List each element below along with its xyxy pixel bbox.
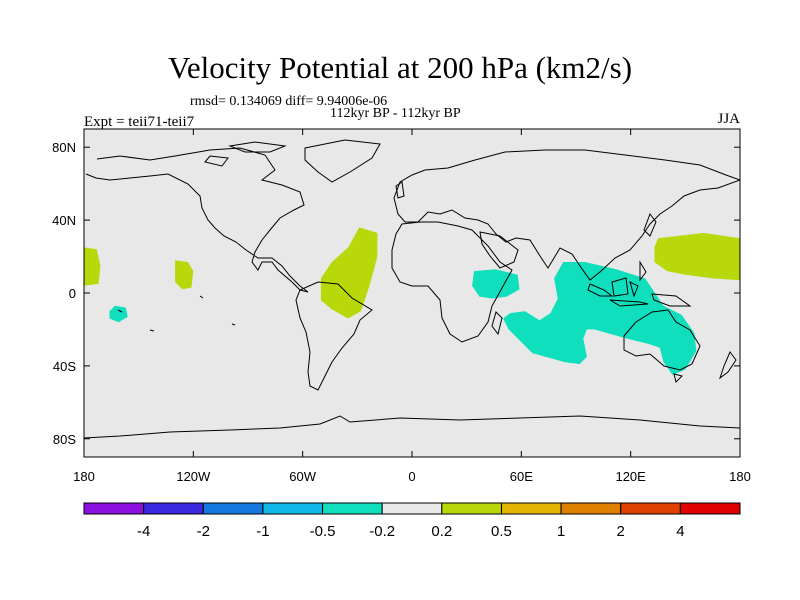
colorbar-label: -1 <box>256 523 269 540</box>
y-tick-label: 80S <box>53 432 76 447</box>
colorbar-swatch <box>322 502 383 515</box>
colorbar-swatch <box>202 502 264 515</box>
y-tick-label: 40N <box>52 213 76 228</box>
x-tick-label: 120E <box>615 469 646 484</box>
colorbar-swatch <box>679 502 741 515</box>
x-tick-label: 180 <box>729 469 751 484</box>
positive-anomaly-region-2 <box>175 260 194 290</box>
colorbar-label: -4 <box>137 523 150 540</box>
colorbar-label: -0.2 <box>369 523 395 540</box>
colorbar-swatch <box>500 502 562 515</box>
coastline-new-zealand <box>719 351 737 380</box>
coastline-africa <box>391 221 513 343</box>
colorbar-swatch <box>83 502 145 515</box>
map-title: Velocity Potential at 200 hPa (km2/s) <box>167 50 633 85</box>
coastline-north-america <box>85 147 309 293</box>
season-label: JJA <box>717 111 740 127</box>
colorbar-label: 0.2 <box>431 523 452 540</box>
negative-anomaly-region-6 <box>472 269 520 299</box>
y-tick-label: 40S <box>53 359 76 374</box>
colorbar-swatch <box>441 502 502 515</box>
coastline-pacific-islands <box>117 295 236 332</box>
period-subtitle: 112kyr BP - 112kyr BP <box>330 106 461 121</box>
experiment-label: Expt = teii71-teii7 <box>84 114 195 130</box>
y-tick-label: 80N <box>52 140 76 155</box>
x-tick-label: 60W <box>289 469 316 484</box>
colorbar: -4 -2 -1 -0.5 -0.2 0.2 0.5 1 2 4 <box>83 502 741 540</box>
colorbar-swatch <box>381 502 443 515</box>
x-axis-ticks: 180 120W 60W 0 60E 120E 180 <box>73 129 751 484</box>
positive-anomaly-region-4 <box>654 232 740 281</box>
coastline-arabia <box>479 231 519 269</box>
colorbar-label: -0.5 <box>310 523 336 540</box>
colorbar-label: -2 <box>197 523 210 540</box>
x-tick-label: 60E <box>510 469 533 484</box>
colorbar-swatch <box>262 502 324 515</box>
colorbar-swatch <box>560 502 622 515</box>
positive-anomaly-region-1 <box>84 247 101 286</box>
colorbar-label: 1 <box>557 523 565 540</box>
x-tick-label: 0 <box>408 469 415 484</box>
x-tick-label: 120W <box>176 469 211 484</box>
coastline-australia <box>623 309 701 383</box>
negative-anomaly-region-5 <box>109 305 128 323</box>
coastlines <box>84 139 740 439</box>
contour-regions <box>84 227 740 375</box>
coastline-arctic-islands <box>204 141 287 167</box>
coastline-madagascar <box>491 311 503 336</box>
stats-subtitle: rmsd= 0.134069 diff= 9.94006e-06 <box>190 94 388 109</box>
coastline-antarctica <box>84 415 740 439</box>
negative-anomaly-region-7 <box>503 262 697 375</box>
colorbar-label: 2 <box>617 523 625 540</box>
x-tick-label: 180 <box>73 469 95 484</box>
coastline-greenland <box>304 139 381 183</box>
colorbar-label: 4 <box>676 523 684 540</box>
colorbar-swatch <box>620 502 681 515</box>
positive-anomaly-region-3 <box>320 227 378 319</box>
coastline-eurasia <box>393 149 740 281</box>
coastline-maritime-continent <box>587 260 692 307</box>
coastline-islands-north <box>395 181 657 237</box>
y-axis-ticks: 80N 40N 0 40S 80S <box>52 140 740 447</box>
coastline-south-america <box>295 281 373 391</box>
y-tick-label: 0 <box>69 286 76 301</box>
colorbar-label: 0.5 <box>491 523 512 540</box>
colorbar-swatch <box>143 502 204 515</box>
